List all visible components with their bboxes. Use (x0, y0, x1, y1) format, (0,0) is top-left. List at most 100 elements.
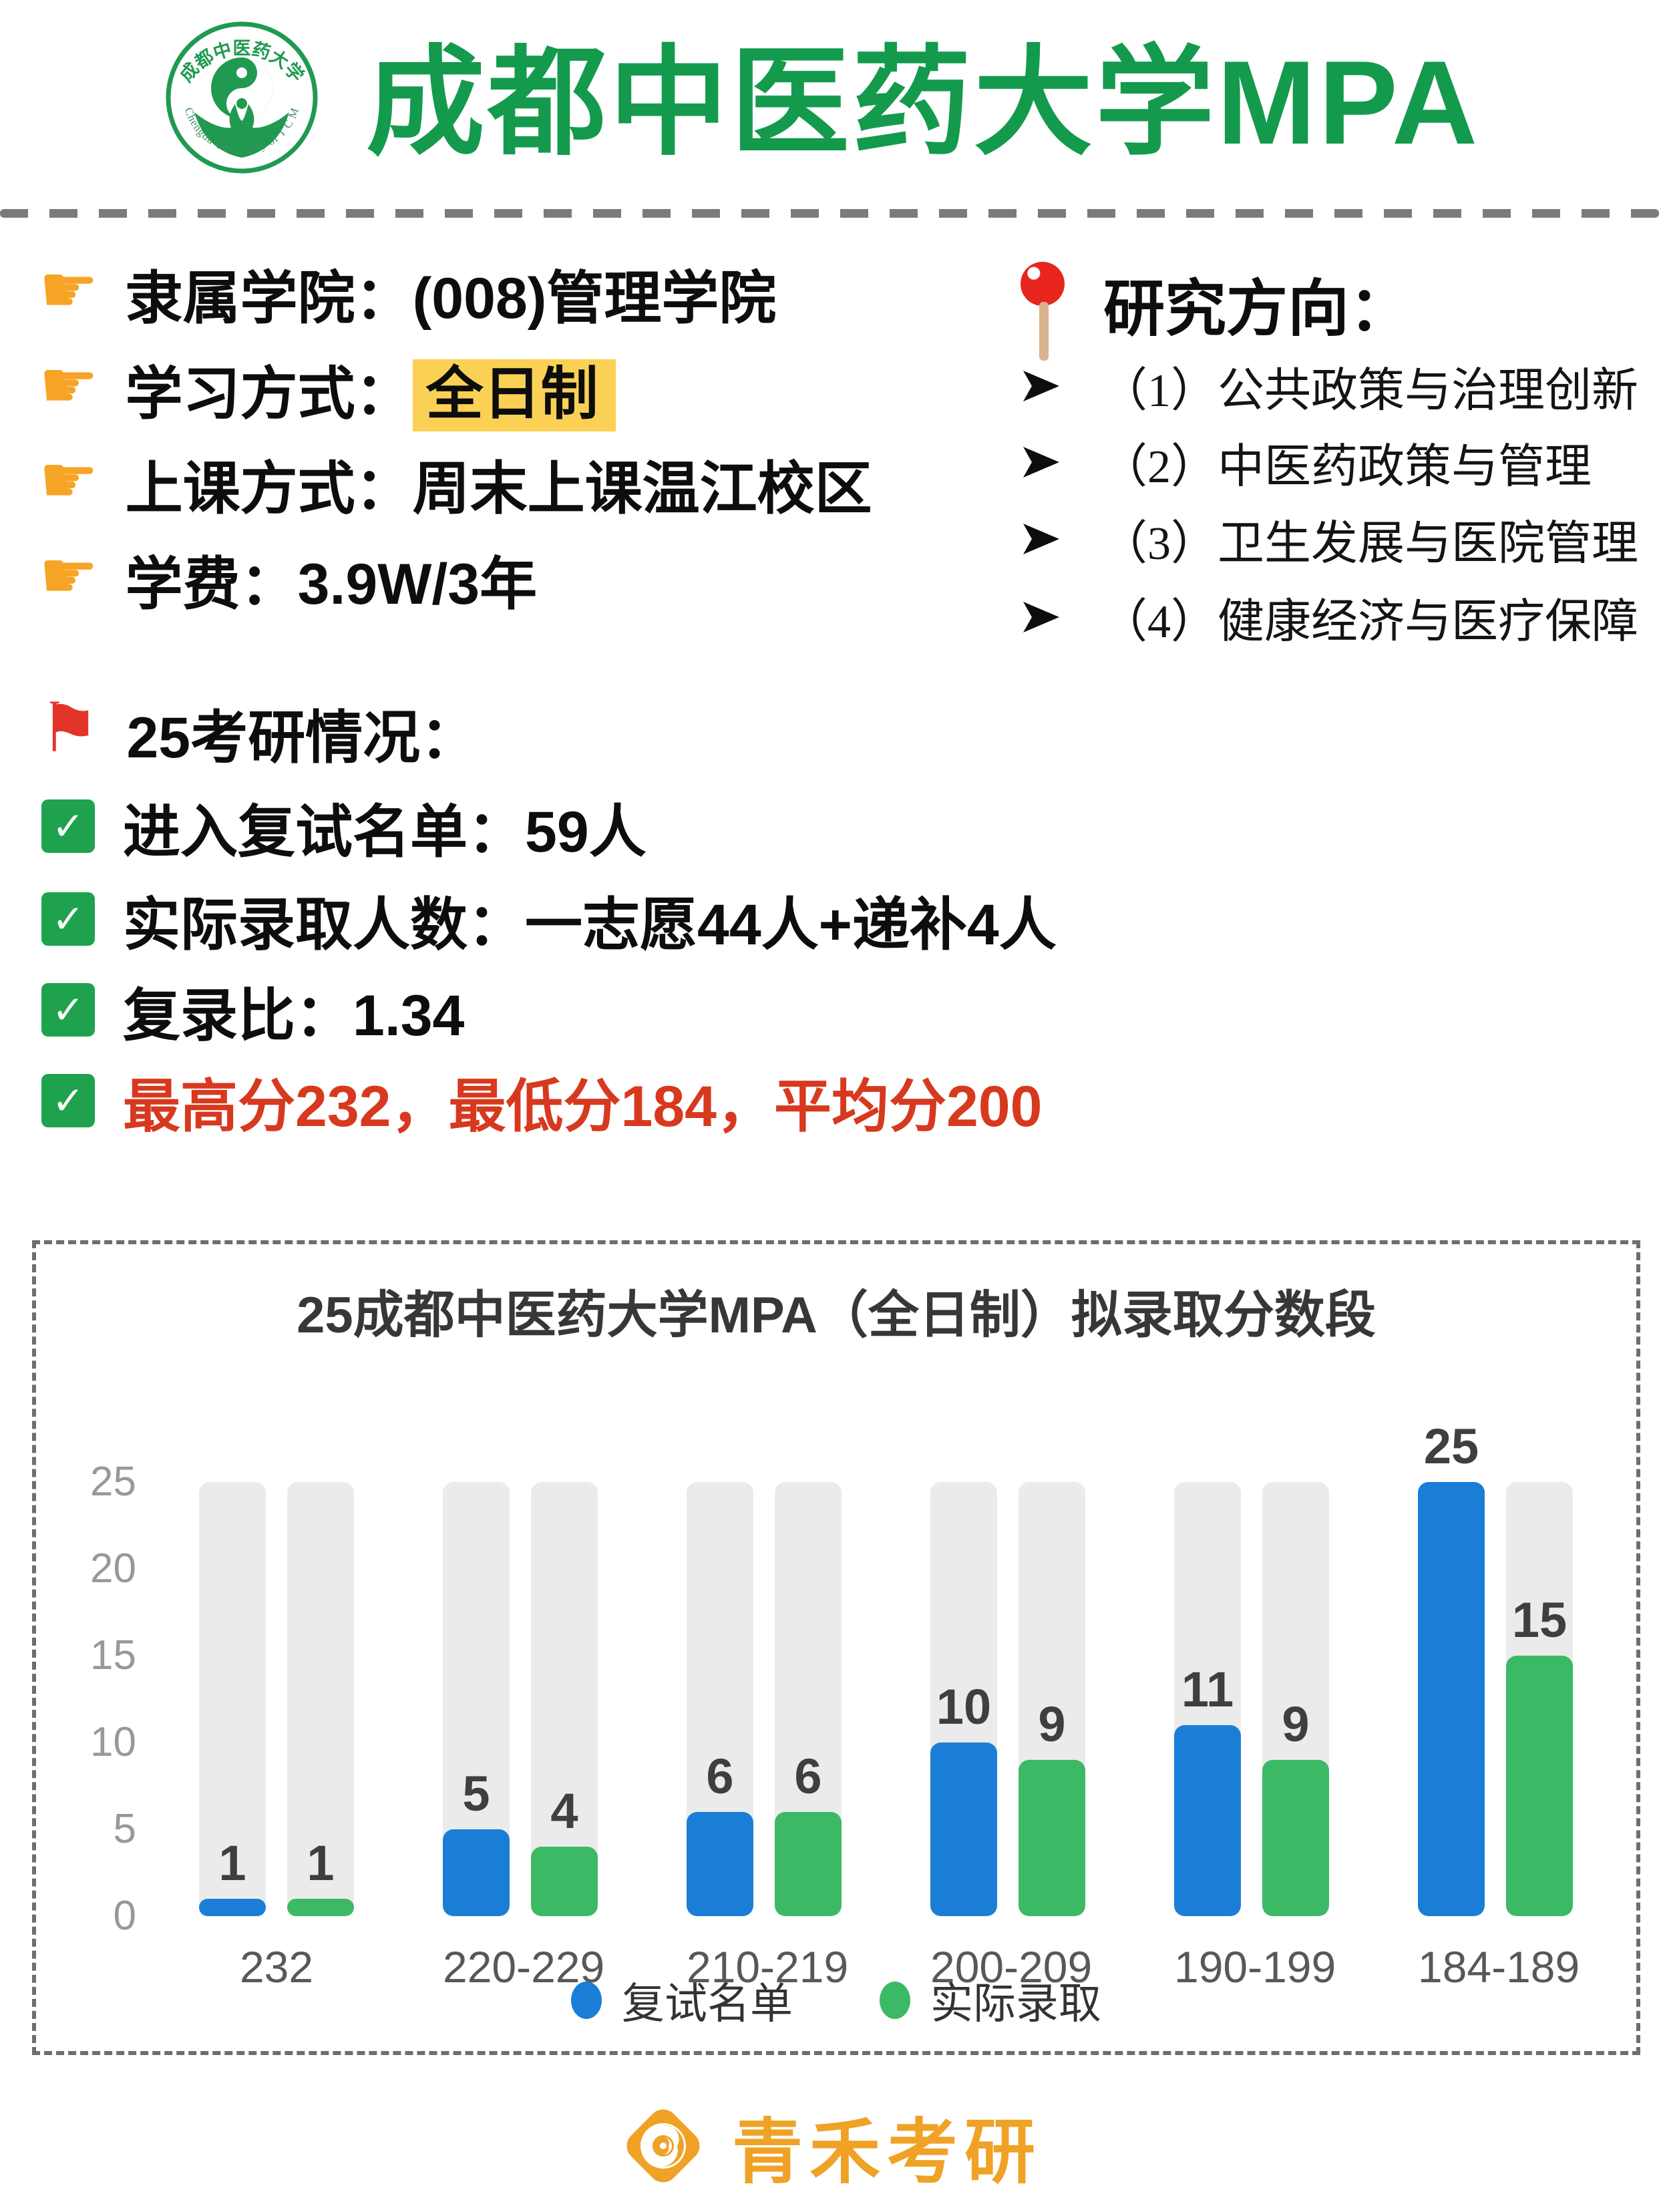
score-distribution-chart: 25成都中医药大学MPA（全日制）拟录取分数段 0 5 10 15 20 25 1 1 232… (32, 1240, 1640, 2055)
dashed-divider-top (0, 209, 1659, 218)
legend-label: 复试名单 (622, 1980, 793, 2028)
check-icon: ✓ (41, 1074, 95, 1127)
research-item-text: （3）卫生发展与医院管理 (1101, 518, 1638, 570)
y-axis-label: 0 (113, 1893, 136, 1939)
info-text: 学费：3.9W/3年 (125, 552, 538, 616)
bar-track: 9 (1262, 1482, 1329, 1916)
bar-value-label: 9 (1282, 1696, 1310, 1752)
bar-track: 4 (531, 1482, 598, 1916)
bar-value-label: 4 (550, 1783, 578, 1839)
bar-track: 1 (199, 1482, 266, 1916)
bar-track: 15 (1506, 1482, 1573, 1916)
bar-group: 5 4 220-229 (443, 1482, 604, 1992)
bar-track: 9 (1019, 1482, 1085, 1916)
legend-item: 复试名单 (571, 1970, 793, 2031)
x-axis-label: 200-209 (930, 1942, 1093, 1992)
bar-segment (1418, 1482, 1485, 1916)
bar-track: 10 (930, 1482, 997, 1916)
bar-track: 5 (443, 1482, 510, 1916)
pushpin-icon (1021, 262, 1067, 375)
exam-row-shortlist: ✓ 进入复试名单：59人 (41, 786, 647, 866)
check-icon: ✓ (41, 983, 95, 1037)
arrow-right-icon (1023, 447, 1059, 478)
x-axis-label: 190-199 (1174, 1942, 1336, 1992)
pointing-finger-icon: ☛ (39, 443, 99, 518)
info-text: 隶属学院：(008)管理学院 (125, 266, 777, 331)
bar-track: 25 (1418, 1422, 1485, 1916)
bar-value-label: 6 (794, 1748, 822, 1804)
legend-label: 实际录取 (930, 1980, 1101, 2028)
legend-dot-icon (880, 1982, 910, 2019)
chart-title: 25成都中医药大学MPA（全日制）拟录取分数段 (297, 1287, 1376, 1344)
bar-segment (1174, 1725, 1241, 1916)
legend-dot-icon (571, 1982, 602, 2019)
research-directions-title: 研究方向： (1103, 275, 1411, 343)
bar-segment (1506, 1656, 1573, 1916)
bar-track: 11 (1174, 1482, 1241, 1916)
exam-section-title: 25考研情况： (126, 705, 478, 770)
y-axis-label: 10 (90, 1719, 136, 1765)
page-title: 成都中医药大学MPA (366, 36, 1481, 169)
info-row-tuition: ☛ 学费：3.9W/3年 (39, 538, 537, 618)
bar-segment (531, 1847, 598, 1916)
bar-group: 6 6 210-219 (687, 1482, 848, 1992)
bar-value-label: 25 (1423, 1419, 1479, 1474)
bar-group: 10 9 200-209 (930, 1482, 1092, 1992)
bar-segment (930, 1742, 997, 1916)
bar-group: 11 9 190-199 (1174, 1482, 1336, 1992)
bar-value-label: 5 (462, 1766, 490, 1821)
research-item-4: （4）健康经济与医疗保障 (1023, 584, 1638, 651)
university-logo: 成都中医药大学 Chengdu University of T C M (166, 21, 318, 174)
exam-row-text: 复录比：1.34 (123, 983, 465, 1048)
info-row-study-mode: ☛ 学习方式： 全日制 (39, 347, 616, 431)
legend-item: 实际录取 (880, 1970, 1101, 2031)
footer-brand: 青禾考研 (0, 2094, 1659, 2197)
exam-section-title-row: ⚑ 25考研情况： (39, 692, 478, 772)
exam-row-ratio: ✓ 复录比：1.34 (41, 970, 464, 1050)
hands-icon (194, 104, 289, 158)
bar-group: 25 15 184-189 (1418, 1422, 1580, 1992)
arrow-right-icon (1023, 524, 1059, 554)
bar-value-label: 6 (706, 1748, 734, 1804)
info-row-college: ☛ 隶属学院：(008)管理学院 (39, 252, 776, 333)
bar-segment (775, 1812, 842, 1916)
research-item-text: （2）中医药政策与管理 (1101, 441, 1592, 493)
exam-row-admitted: ✓ 实际录取人数：一志愿44人+递补4人 (41, 879, 1057, 959)
bar-track: 6 (687, 1482, 753, 1916)
arrow-right-icon (1023, 371, 1059, 401)
bar-segment (199, 1899, 266, 1916)
exam-row-text: 实际录取人数：一志愿44人+递补4人 (123, 892, 1057, 957)
pointing-finger-icon: ☛ (39, 252, 99, 327)
research-item-text: （4）健康经济与医疗保障 (1101, 596, 1638, 648)
x-axis-label: 210-219 (687, 1942, 849, 1992)
exam-row-text-red: 最高分232，最低分184，平均分200 (123, 1074, 1043, 1139)
bar-group: 1 1 232 (199, 1482, 354, 1992)
yin-yang-icon (211, 57, 272, 119)
check-icon: ✓ (41, 799, 95, 853)
bar-segment (287, 1899, 354, 1916)
research-item-1: （1）公共政策与治理创新 (1023, 353, 1638, 419)
x-axis-label: 184-189 (1418, 1942, 1580, 1992)
research-item-3: （3）卫生发展与医院管理 (1023, 506, 1638, 572)
check-icon: ✓ (41, 892, 95, 946)
bar-track: 6 (775, 1482, 842, 1916)
exam-row-scores: ✓ 最高分232，最低分184，平均分200 (41, 1061, 1042, 1141)
bar-segment (1019, 1760, 1085, 1916)
pointing-finger-icon: ☛ (39, 538, 99, 613)
x-axis-label: 220-229 (443, 1942, 605, 1992)
chart-legend: 复试名单 实际录取 (36, 1970, 1636, 2031)
y-axis-label: 25 (90, 1459, 136, 1505)
bar-value-label: 9 (1038, 1696, 1066, 1752)
info-text: 上课方式：周末上课温江校区 (125, 456, 872, 521)
bar-value-label: 10 (936, 1679, 992, 1734)
bar-value-label: 11 (1181, 1662, 1234, 1717)
bar-value-label: 1 (218, 1835, 246, 1891)
bar-value-label: 1 (307, 1835, 335, 1891)
exam-row-text: 进入复试名单：59人 (123, 799, 647, 864)
info-text: 学习方式： 全日制 (126, 347, 616, 431)
bar-segment (687, 1812, 753, 1916)
highlighted-value: 全日制 (412, 359, 616, 431)
arrow-right-icon (1023, 602, 1059, 632)
plot-area: 1 1 232 5 4 220-229 6 6 210-219 10 9 200-209 11 9 190-… (199, 1422, 1580, 1992)
y-axis-label: 15 (90, 1632, 136, 1678)
